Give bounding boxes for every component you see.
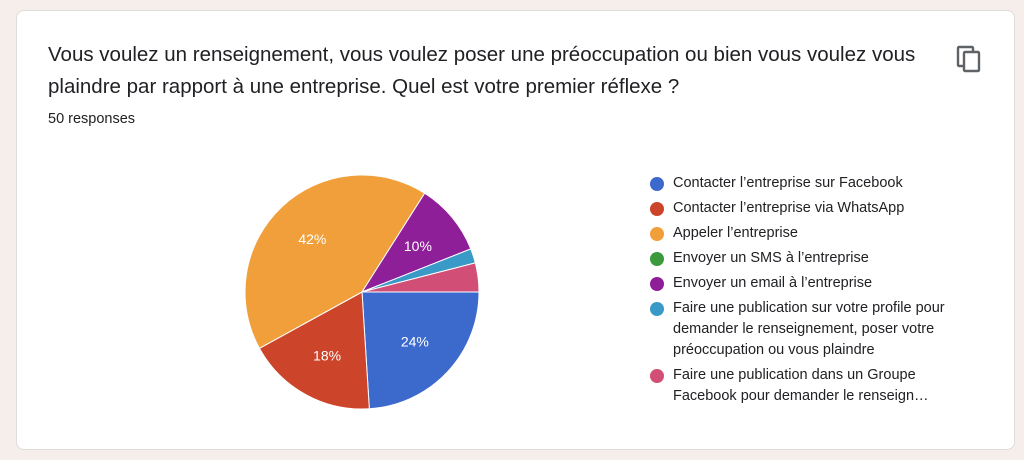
pie-data-label-4: 10% bbox=[404, 238, 432, 254]
legend-swatch bbox=[650, 176, 664, 191]
chart-legend: Contacter l’entreprise sur Facebook Conta… bbox=[650, 173, 970, 411]
pie-slice-1[interactable] bbox=[258, 291, 370, 410]
legend-swatch bbox=[650, 226, 664, 241]
legend-label: Faire une publication sur votre profile … bbox=[673, 300, 945, 358]
legend-item[interactable]: Contacter l’entreprise via WhatsApp bbox=[650, 198, 970, 219]
legend-swatch bbox=[650, 201, 664, 216]
legend-label: Contacter l’entreprise via WhatsApp bbox=[673, 200, 905, 216]
legend-label: Appeler l’entreprise bbox=[673, 225, 798, 241]
legend-swatch bbox=[650, 276, 664, 291]
legend-item[interactable]: Faire une publication sur votre profile … bbox=[650, 298, 970, 361]
legend-swatch bbox=[650, 251, 664, 266]
legend-item[interactable]: Envoyer un email à l’entreprise bbox=[650, 273, 970, 294]
legend-item[interactable]: Contacter l’entreprise sur Facebook bbox=[650, 173, 970, 194]
legend-swatch bbox=[650, 301, 664, 316]
question-title: Vous voulez un renseignement, vous voule… bbox=[48, 43, 916, 98]
legend-swatch bbox=[650, 368, 664, 383]
legend-label: Envoyer un SMS à l’entreprise bbox=[673, 250, 869, 266]
legend-item[interactable]: Faire une publication dans un Groupe Fac… bbox=[650, 365, 970, 407]
pie-data-label-0: 24% bbox=[401, 334, 429, 350]
legend-item[interactable]: Appeler l’entreprise bbox=[650, 223, 970, 244]
pie-slice-5[interactable] bbox=[361, 248, 476, 293]
legend-label: Envoyer un email à l’entreprise bbox=[673, 275, 873, 291]
pie-slice-0[interactable] bbox=[361, 291, 480, 410]
copy-icon[interactable] bbox=[953, 43, 985, 75]
pie-data-label-1: 18% bbox=[313, 348, 341, 364]
legend-label: Contacter l’entreprise sur Facebook bbox=[673, 175, 903, 191]
legend-item[interactable]: Envoyer un SMS à l’entreprise bbox=[650, 248, 970, 269]
legend-label: Faire une publication dans un Groupe Fac… bbox=[673, 367, 929, 404]
response-count: 50 responses bbox=[48, 111, 136, 127]
question-card: Vous voulez un renseignement, vous voule… bbox=[16, 10, 1015, 450]
pie-slice-6[interactable] bbox=[361, 262, 480, 293]
pie-slice-2[interactable] bbox=[244, 174, 426, 350]
pie-data-label-2: 42% bbox=[298, 231, 326, 247]
pie-slice-4[interactable] bbox=[360, 192, 472, 294]
